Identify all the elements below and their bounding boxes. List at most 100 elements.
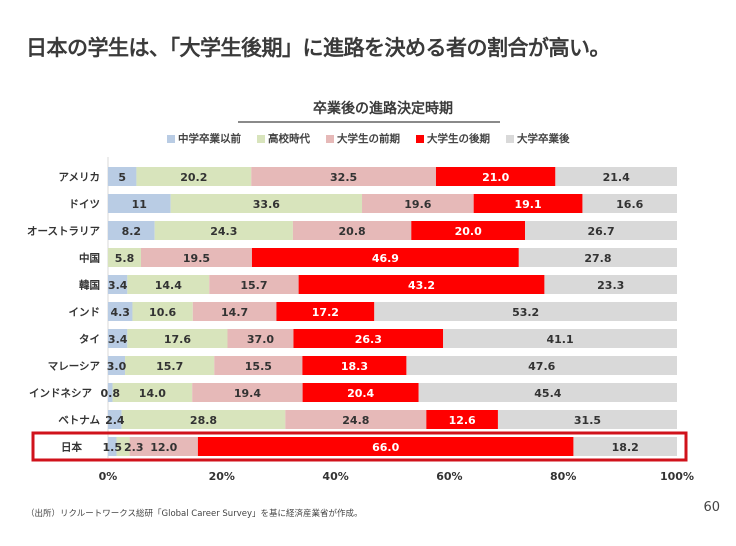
data-label: 20.0 xyxy=(455,225,482,238)
bar-segment xyxy=(293,329,444,348)
data-label: 28.8 xyxy=(190,414,217,427)
bar-segment xyxy=(518,248,677,267)
data-label: 21.4 xyxy=(603,171,630,184)
data-label: 20.4 xyxy=(347,387,374,400)
data-label: 17.6 xyxy=(164,333,191,346)
bar-segment xyxy=(443,329,677,348)
data-label: 31.5 xyxy=(574,414,601,427)
bar-segment xyxy=(555,167,677,186)
x-tick-label: 80% xyxy=(550,470,576,483)
legend-label: 大学生の前期 xyxy=(337,133,400,145)
category-label: 中国 xyxy=(79,252,100,265)
data-label: 18.2 xyxy=(612,441,639,454)
bar-segment xyxy=(136,167,252,186)
legend-item: 中学卒業以前 xyxy=(167,131,241,146)
page-number: 60 xyxy=(703,500,720,515)
data-label: 2.3 xyxy=(124,441,144,454)
bar-segment xyxy=(214,356,303,375)
legend-label: 大学生の後期 xyxy=(427,133,490,145)
data-label: 46.9 xyxy=(372,252,399,265)
x-tick-label: 60% xyxy=(436,470,462,483)
bar-segment xyxy=(276,302,375,321)
data-label: 26.7 xyxy=(587,225,614,238)
bar-segment xyxy=(170,194,363,213)
bar-segment xyxy=(112,383,193,402)
bar-segment xyxy=(108,275,128,294)
data-label: 24.8 xyxy=(342,414,369,427)
category-label: マレーシア xyxy=(48,361,101,373)
data-label: 12.0 xyxy=(150,441,177,454)
legend-swatch xyxy=(167,134,175,143)
bar-segment xyxy=(573,437,677,456)
bar-segment xyxy=(302,356,407,375)
bar-segment xyxy=(435,167,556,186)
data-label: 11 xyxy=(132,198,147,211)
bar-segment xyxy=(108,356,126,375)
data-label: 26.3 xyxy=(355,333,382,346)
data-label: 66.0 xyxy=(372,441,399,454)
bar-segment xyxy=(497,410,677,429)
bar-segment xyxy=(127,329,228,348)
bar-segment xyxy=(227,329,294,348)
bar-segment xyxy=(426,410,498,429)
x-tick-label: 100% xyxy=(660,470,694,483)
data-label: 2.4 xyxy=(105,414,125,427)
bar-segment xyxy=(302,383,419,402)
bar-segment xyxy=(406,356,677,375)
bar-segment xyxy=(192,383,303,402)
data-label: 10.6 xyxy=(149,306,176,319)
x-tick-label: 0% xyxy=(99,470,118,483)
data-label: 19.5 xyxy=(183,252,210,265)
data-label: 19.1 xyxy=(514,198,541,211)
bar-segment xyxy=(251,167,436,186)
data-label: 19.4 xyxy=(234,387,261,400)
bar-segment xyxy=(473,194,583,213)
legend-swatch xyxy=(326,134,334,143)
data-label: 24.3 xyxy=(210,225,237,238)
chart-title-underline xyxy=(238,121,500,123)
legend-label: 中学卒業以前 xyxy=(178,133,241,145)
bar-segment xyxy=(108,248,142,267)
bar-segment xyxy=(108,194,171,213)
bar-segment xyxy=(108,329,128,348)
bar-segment xyxy=(141,248,252,267)
data-label: 3.4 xyxy=(108,279,128,292)
bar-segment xyxy=(525,221,677,240)
page-title: 日本の学生は、「大学生後期」に進路を決める者の割合が高い。 xyxy=(26,36,611,60)
data-label: 33.6 xyxy=(253,198,280,211)
bar-segment xyxy=(582,194,677,213)
x-tick-label: 40% xyxy=(322,470,348,483)
bar-segment xyxy=(154,221,293,240)
category-label: ドイツ xyxy=(69,199,101,211)
bar-segment xyxy=(251,248,519,267)
legend-item: 大学生の前期 xyxy=(326,131,400,146)
data-label: 23.3 xyxy=(597,279,624,292)
source-footnote: （出所）リクルートワークス総研「Global Career Survey」を基に… xyxy=(26,509,363,519)
data-label: 14.4 xyxy=(155,279,182,292)
data-label: 20.2 xyxy=(180,171,207,184)
data-label: 4.3 xyxy=(110,306,129,319)
legend-swatch xyxy=(416,134,424,143)
category-label: アメリカ xyxy=(59,172,100,184)
data-label: 21.0 xyxy=(482,171,509,184)
data-label: 5 xyxy=(118,171,126,184)
legend-swatch xyxy=(257,134,265,143)
bar-segment xyxy=(285,410,427,429)
bar-segment xyxy=(298,275,545,294)
bar-segment xyxy=(418,383,677,402)
legend-item: 高校時代 xyxy=(257,131,310,146)
legend-swatch xyxy=(506,134,514,143)
data-label: 14.0 xyxy=(139,387,166,400)
legend-label: 高校時代 xyxy=(268,133,310,145)
category-label: ベトナム xyxy=(58,415,100,427)
bar-segment xyxy=(197,437,574,456)
data-label: 5.8 xyxy=(115,252,135,265)
data-label: 8.2 xyxy=(122,225,142,238)
category-label: インドネシア xyxy=(29,388,92,400)
data-label: 12.6 xyxy=(449,414,476,427)
category-label: インド xyxy=(69,307,101,319)
data-label: 1.5 xyxy=(103,441,123,454)
bar-segment xyxy=(129,437,198,456)
bar-segment xyxy=(108,383,113,402)
